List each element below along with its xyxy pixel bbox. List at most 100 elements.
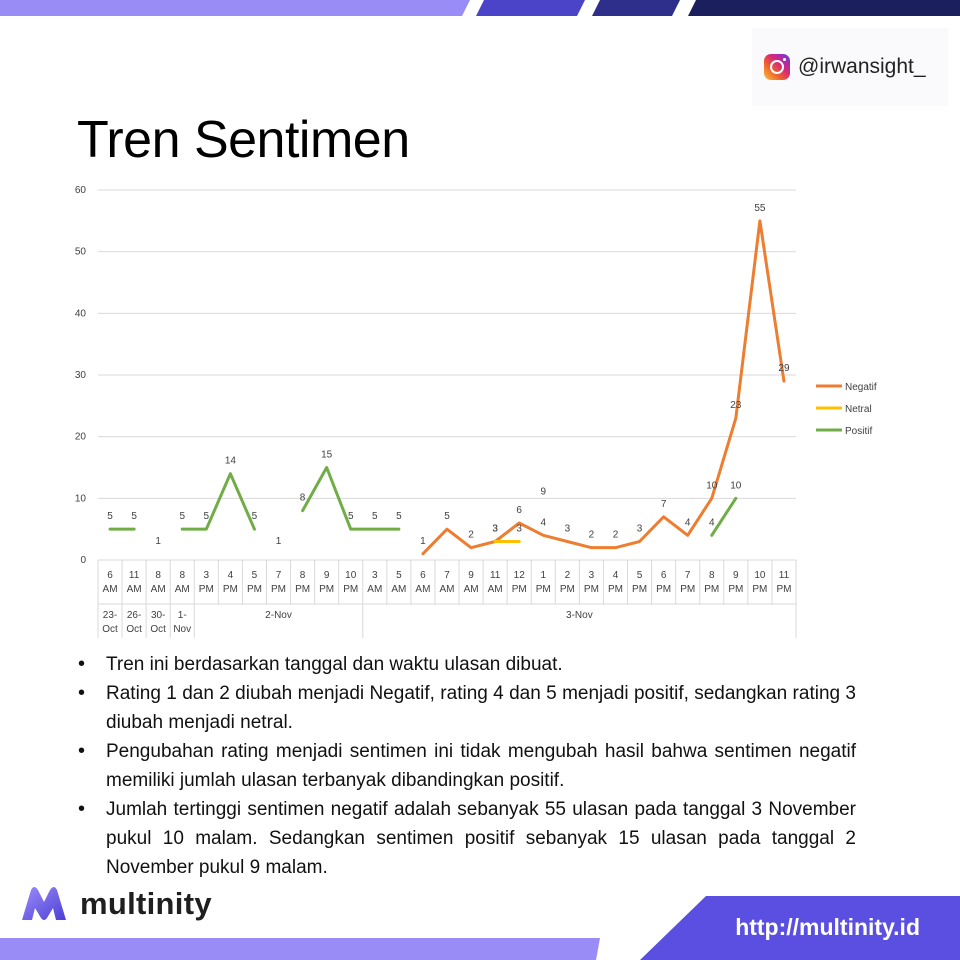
x-group-label: 3-Nov bbox=[566, 610, 593, 621]
x-tick-label: AM bbox=[391, 584, 406, 595]
x-tick-label: PM bbox=[295, 584, 310, 595]
x-tick-label: 8 bbox=[155, 570, 161, 581]
data-label: 5 bbox=[107, 511, 113, 522]
x-tick-label: 1 bbox=[540, 570, 546, 581]
data-label: 1 bbox=[276, 536, 282, 547]
data-label: 29 bbox=[778, 363, 790, 374]
x-tick-label: 11 bbox=[490, 570, 501, 581]
x-tick-label: 8 bbox=[300, 570, 306, 581]
data-label: 1 bbox=[155, 536, 161, 547]
x-tick-label: PM bbox=[199, 584, 214, 595]
data-label: 5 bbox=[131, 511, 137, 522]
y-tick-label: 30 bbox=[75, 370, 87, 381]
x-tick-label: PM bbox=[752, 584, 767, 595]
x-group-label: 23- bbox=[103, 610, 117, 621]
data-label: 55 bbox=[754, 203, 766, 214]
x-tick-label: 10 bbox=[754, 570, 766, 581]
page-title: Tren Sentimen bbox=[77, 111, 410, 169]
x-tick-label: 4 bbox=[613, 570, 619, 581]
x-tick-label: 9 bbox=[733, 570, 739, 581]
data-label: 10 bbox=[730, 480, 742, 491]
x-tick-label: AM bbox=[440, 584, 455, 595]
x-tick-label: AM bbox=[103, 584, 118, 595]
x-group-label: 1- bbox=[178, 610, 187, 621]
bullet-item: Tren ini berdasarkan tanggal dan waktu u… bbox=[76, 650, 856, 679]
data-label: 9 bbox=[540, 487, 546, 498]
x-tick-label: 11 bbox=[779, 570, 790, 581]
bullet-list: Tren ini berdasarkan tanggal dan waktu u… bbox=[76, 650, 856, 882]
data-label: 2 bbox=[468, 530, 474, 541]
x-tick-label: PM bbox=[271, 584, 286, 595]
x-tick-label: AM bbox=[415, 584, 430, 595]
footer-url-link[interactable]: http://multinity.id bbox=[735, 914, 920, 940]
x-tick-label: 8 bbox=[179, 570, 185, 581]
bullet-item: Pengubahan rating menjadi sentimen ini t… bbox=[76, 737, 856, 795]
data-label: 5 bbox=[179, 511, 185, 522]
data-label: 10 bbox=[706, 480, 718, 491]
series-line-negatif bbox=[421, 219, 786, 556]
bullet-item: Rating 1 dan 2 diubah menjadi Negatif, r… bbox=[76, 679, 856, 737]
data-label: 5 bbox=[396, 511, 402, 522]
x-tick-label: 6 bbox=[107, 570, 113, 581]
x-tick-label: 5 bbox=[252, 570, 258, 581]
data-label: 5 bbox=[252, 511, 258, 522]
y-tick-label: 50 bbox=[75, 247, 87, 258]
legend-label: Negatif bbox=[845, 382, 877, 393]
series-line-positif bbox=[180, 472, 256, 531]
x-tick-label: 11 bbox=[129, 570, 140, 581]
x-group-label: Oct bbox=[126, 624, 142, 635]
data-label: 3 bbox=[516, 524, 522, 535]
x-tick-label: PM bbox=[608, 584, 623, 595]
data-label: 5 bbox=[372, 511, 378, 522]
data-label: 14 bbox=[225, 456, 237, 467]
x-tick-label: PM bbox=[680, 584, 695, 595]
x-tick-label: 3 bbox=[204, 570, 210, 581]
brand-name: multinity bbox=[80, 886, 212, 921]
x-tick-label: 10 bbox=[345, 570, 357, 581]
x-group-label: 26- bbox=[127, 610, 141, 621]
brand-logo[interactable]: multinity bbox=[18, 884, 212, 924]
x-tick-label: 2 bbox=[565, 570, 571, 581]
x-group-label: 30- bbox=[151, 610, 165, 621]
x-tick-label: PM bbox=[776, 584, 791, 595]
x-group-label: Oct bbox=[102, 624, 118, 635]
instagram-icon bbox=[764, 54, 790, 80]
multinity-logo-icon bbox=[22, 887, 66, 920]
data-label: 5 bbox=[204, 511, 210, 522]
x-tick-label: PM bbox=[560, 584, 575, 595]
y-tick-label: 20 bbox=[75, 432, 87, 443]
x-tick-label: 9 bbox=[468, 570, 474, 581]
handle-text: @irwansight_ bbox=[798, 55, 926, 78]
data-label: 15 bbox=[321, 450, 333, 461]
x-tick-label: 5 bbox=[396, 570, 402, 581]
x-tick-label: PM bbox=[704, 584, 719, 595]
x-tick-label: 3 bbox=[589, 570, 595, 581]
legend-label: Positif bbox=[845, 426, 872, 437]
data-label: 3 bbox=[565, 524, 571, 535]
x-tick-label: PM bbox=[343, 584, 358, 595]
x-tick-label: AM bbox=[127, 584, 142, 595]
x-tick-label: 7 bbox=[685, 570, 691, 581]
x-tick-label: PM bbox=[584, 584, 599, 595]
data-label: 8 bbox=[300, 493, 306, 504]
x-tick-label: AM bbox=[175, 584, 190, 595]
x-tick-label: AM bbox=[488, 584, 503, 595]
x-tick-label: 4 bbox=[228, 570, 234, 581]
legend-label: Netral bbox=[845, 404, 872, 415]
y-tick-label: 40 bbox=[75, 308, 87, 319]
data-label: 23 bbox=[730, 400, 742, 411]
instagram-handle[interactable]: @irwansight_ bbox=[752, 28, 948, 106]
data-label: 5 bbox=[444, 511, 450, 522]
y-tick-label: 60 bbox=[75, 185, 87, 196]
bottom-decor-band bbox=[0, 896, 960, 960]
x-tick-label: 7 bbox=[276, 570, 282, 581]
x-tick-label: PM bbox=[632, 584, 647, 595]
bullet-item: Jumlah tertinggi sentimen negatif adalah… bbox=[76, 795, 856, 882]
x-tick-label: AM bbox=[151, 584, 166, 595]
data-label: 3 bbox=[637, 524, 643, 535]
x-tick-label: PM bbox=[247, 584, 262, 595]
x-tick-label: AM bbox=[464, 584, 479, 595]
x-tick-label: 8 bbox=[709, 570, 715, 581]
data-label: 3 bbox=[492, 524, 498, 535]
data-label: 5 bbox=[348, 511, 354, 522]
